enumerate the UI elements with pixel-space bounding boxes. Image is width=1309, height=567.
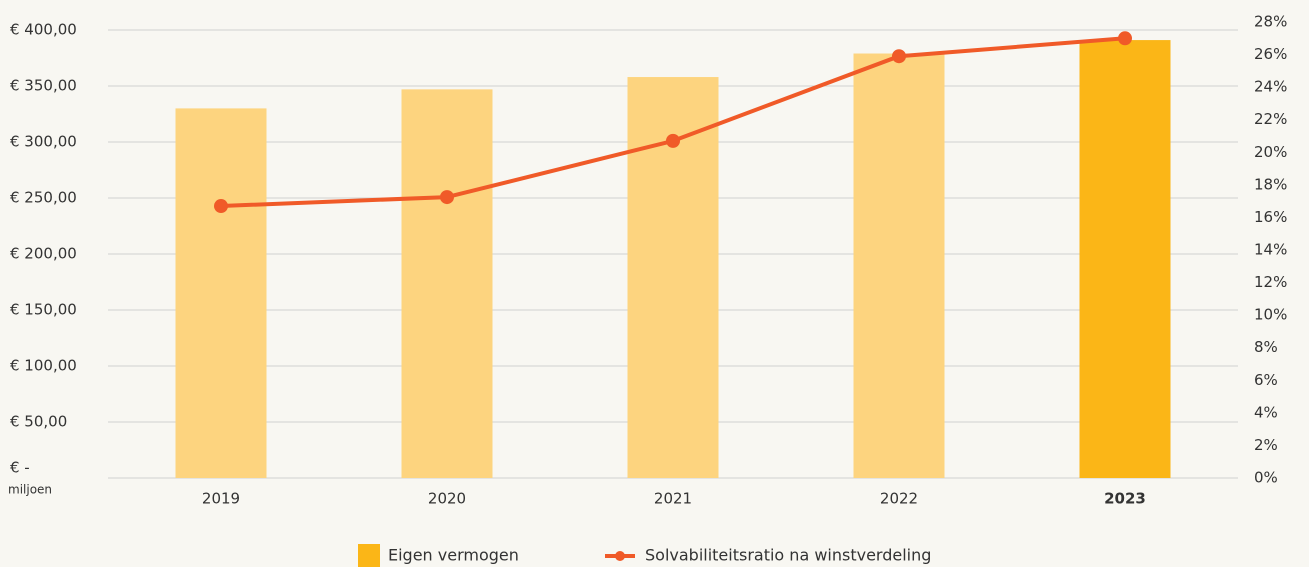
y2-tick-label: 22%: [1254, 110, 1287, 128]
y-tick-label: € 350,00: [10, 77, 77, 95]
bar: [853, 53, 945, 479]
y2-tick-label: 24%: [1254, 78, 1287, 96]
y-unit-label: miljoen: [8, 483, 52, 497]
y2-tick-label: 26%: [1254, 45, 1287, 63]
y-tick-label: € 50,00: [10, 413, 67, 431]
line-point: [1118, 31, 1132, 46]
y2-tick-label: 28%: [1254, 13, 1287, 31]
legend-label: Solvabiliteitsratio na winstverdeling: [645, 546, 931, 565]
line-point: [214, 199, 228, 214]
y2-tick-label: 8%: [1254, 338, 1278, 356]
y2-tick-label: 20%: [1254, 143, 1287, 161]
x-tick-label: 2021: [654, 490, 692, 508]
y-tick-label: € 400,00: [10, 21, 77, 39]
y-tick-label: € 250,00: [10, 189, 77, 207]
line-point: [666, 133, 680, 148]
y2-tick-label: 10%: [1254, 306, 1287, 324]
bar: [1079, 40, 1171, 479]
y2-tick-label: 2%: [1254, 436, 1278, 454]
y-tick-label: € -: [10, 459, 30, 477]
legend-swatch: [358, 544, 380, 567]
legend-swatch: [615, 551, 625, 561]
x-tick-label: 2020: [428, 490, 466, 508]
y-tick-label: € 300,00: [10, 133, 77, 151]
y2-tick-label: 4%: [1254, 403, 1278, 421]
y2-tick-label: 14%: [1254, 241, 1287, 259]
x-tick-label: 2023: [1104, 490, 1146, 508]
x-tick-label: 2022: [880, 490, 918, 508]
bar: [175, 108, 267, 479]
y2-tick-label: 12%: [1254, 273, 1287, 291]
x-tick-label: 2019: [202, 490, 240, 508]
y-tick-label: € 200,00: [10, 245, 77, 263]
y2-tick-label: 16%: [1254, 208, 1287, 226]
y2-tick-label: 0%: [1254, 469, 1278, 487]
line-point: [892, 49, 906, 64]
line-point: [440, 190, 454, 205]
legend-label: Eigen vermogen: [388, 546, 519, 565]
y-tick-label: € 150,00: [10, 301, 77, 319]
y2-tick-label: 18%: [1254, 175, 1287, 193]
bar: [401, 89, 493, 479]
y-tick-label: € 100,00: [10, 357, 77, 375]
y2-tick-label: 6%: [1254, 371, 1278, 389]
